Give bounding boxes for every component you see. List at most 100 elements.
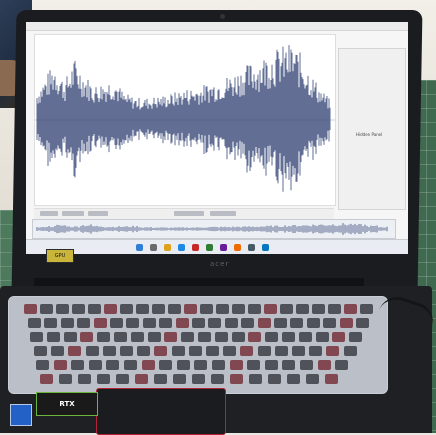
keyboard-key[interactable]	[312, 304, 325, 314]
keyboard-key[interactable]	[232, 304, 245, 314]
keyboard-key[interactable]	[124, 360, 137, 370]
touchpad[interactable]	[96, 388, 226, 435]
keyboard-key[interactable]	[106, 360, 120, 370]
tool-button[interactable]	[210, 211, 236, 216]
keyboard-key[interactable]	[63, 332, 77, 342]
search-icon[interactable]	[150, 244, 157, 251]
keyboard-key[interactable]	[46, 332, 60, 342]
keyboard-key[interactable]	[40, 374, 53, 384]
tool-button[interactable]	[174, 211, 204, 216]
keyboard-key[interactable]	[85, 346, 99, 356]
keyboard-key[interactable]	[152, 304, 165, 314]
tool-button[interactable]	[62, 211, 84, 216]
keyboard-key[interactable]	[264, 360, 278, 370]
keyboard-key[interactable]	[137, 346, 151, 356]
tool-button[interactable]	[88, 211, 108, 216]
keyboard-key[interactable]	[110, 318, 123, 328]
keyboard-key[interactable]	[168, 304, 181, 314]
keyboard-key[interactable]	[248, 304, 261, 314]
keyboard-key[interactable]	[24, 304, 37, 314]
keyboard-key[interactable]	[206, 346, 219, 356]
keyboard-key[interactable]	[28, 318, 41, 328]
keyboard-key[interactable]	[188, 346, 202, 356]
keyboard-key[interactable]	[194, 360, 208, 370]
keyboard-key[interactable]	[230, 374, 243, 384]
keyboard-key[interactable]	[241, 318, 255, 328]
start-icon[interactable]	[136, 244, 143, 251]
keyboard-key[interactable]	[175, 318, 189, 328]
app-icon[interactable]	[206, 244, 213, 251]
keyboard-key[interactable]	[30, 332, 43, 342]
keyboard-key[interactable]	[332, 332, 346, 342]
keyboard-key[interactable]	[181, 332, 195, 342]
browser-icon[interactable]	[178, 244, 185, 251]
keyboard-key[interactable]	[208, 318, 222, 328]
keyboard-key[interactable]	[257, 346, 271, 356]
keyboard-key[interactable]	[211, 374, 224, 384]
keyboard-key[interactable]	[274, 346, 288, 356]
keyboard-key[interactable]	[126, 318, 140, 328]
keyboard-key[interactable]	[56, 304, 69, 314]
keyboard-key[interactable]	[192, 318, 205, 328]
keyboard-key[interactable]	[97, 374, 110, 384]
keyboard-key[interactable]	[164, 332, 178, 342]
keyboard-key[interactable]	[224, 318, 238, 328]
keyboard-key[interactable]	[240, 346, 254, 356]
keyboard-key[interactable]	[34, 346, 47, 356]
keyboard-key[interactable]	[78, 374, 91, 384]
keyboard-key[interactable]	[292, 346, 305, 356]
side-panel[interactable]	[338, 48, 406, 210]
keyboard-key[interactable]	[176, 360, 190, 370]
keyboard-key[interactable]	[93, 318, 107, 328]
app-icon[interactable]	[220, 244, 227, 251]
keyboard-key[interactable]	[214, 332, 228, 342]
keyboard-key[interactable]	[141, 360, 155, 370]
keyboard-key[interactable]	[296, 304, 309, 314]
keyboard-key[interactable]	[71, 360, 85, 370]
keyboard-key[interactable]	[114, 332, 127, 342]
keyboard-key[interactable]	[102, 346, 116, 356]
keyboard-key[interactable]	[68, 346, 82, 356]
keyboard-key[interactable]	[40, 304, 53, 314]
keyboard-key[interactable]	[282, 332, 295, 342]
app-icon[interactable]	[248, 244, 255, 251]
keyboard-key[interactable]	[328, 304, 341, 314]
keyboard-key[interactable]	[247, 360, 261, 370]
keyboard-key[interactable]	[282, 360, 296, 370]
keyboard-key[interactable]	[159, 360, 173, 370]
keyboard-key[interactable]	[192, 374, 205, 384]
keyboard-key[interactable]	[257, 318, 271, 328]
keyboard-key[interactable]	[343, 346, 357, 356]
keyboard-key[interactable]	[200, 304, 213, 314]
keyboard-key[interactable]	[51, 346, 65, 356]
keyboard-key[interactable]	[80, 332, 94, 342]
keyboard-key[interactable]	[212, 360, 225, 370]
keyboard-key[interactable]	[135, 374, 148, 384]
keyboard-key[interactable]	[315, 332, 329, 342]
app-icon[interactable]	[234, 244, 241, 251]
keyboard-key[interactable]	[77, 318, 91, 328]
keyboard-key[interactable]	[229, 360, 243, 370]
keyboard-key[interactable]	[326, 346, 340, 356]
keyboard-key[interactable]	[306, 318, 320, 328]
keyboard-key[interactable]	[44, 318, 58, 328]
keyboard-key[interactable]	[360, 304, 373, 314]
overview-timeline[interactable]	[32, 219, 396, 239]
keyboard-key[interactable]	[97, 332, 111, 342]
keyboard-key[interactable]	[265, 332, 279, 342]
keyboard-key[interactable]	[88, 360, 102, 370]
keyboard-key[interactable]	[171, 346, 185, 356]
keyboard-key[interactable]	[300, 360, 313, 370]
keyboard-key[interactable]	[198, 332, 211, 342]
keyboard-key[interactable]	[298, 332, 312, 342]
keyboard-key[interactable]	[248, 332, 262, 342]
keyboard-key[interactable]	[60, 318, 74, 328]
keyboard-key[interactable]	[159, 318, 173, 328]
keyboard-key[interactable]	[136, 304, 149, 314]
keyboard-key[interactable]	[173, 374, 186, 384]
keyboard-key[interactable]	[53, 360, 67, 370]
keyboard-key[interactable]	[356, 318, 369, 328]
laptop-screen[interactable]: Hidden Panel	[26, 22, 408, 254]
keyboard-key[interactable]	[290, 318, 304, 328]
tool-button[interactable]	[40, 211, 58, 216]
